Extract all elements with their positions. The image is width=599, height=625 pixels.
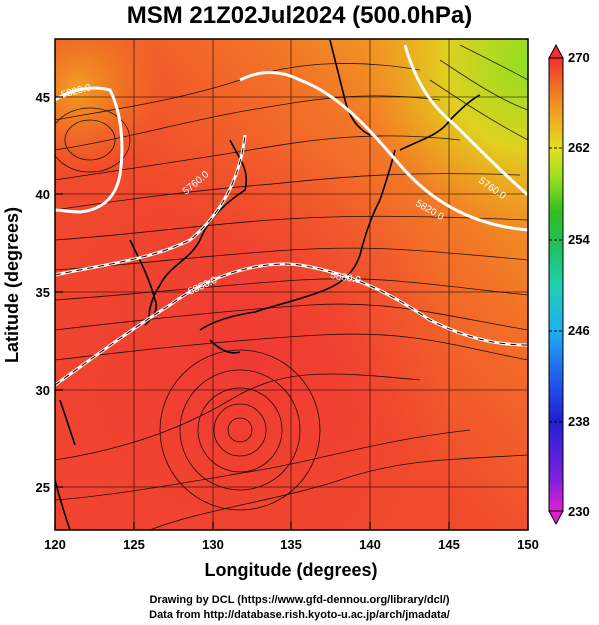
colorbar-tick-label: 270: [568, 50, 590, 65]
y-tick-label: 40: [36, 187, 50, 202]
x-tick-label: 145: [438, 537, 460, 552]
colorbar-tick-label: 230: [568, 504, 590, 519]
streamlines: [55, 44, 528, 530]
x-axis-title: Longitude (degrees): [204, 560, 377, 580]
height-contours-dashes: [55, 134, 528, 386]
temperature-field: 5820.0 5760.0 5820.0 5760.0 5880.0 5880.…: [55, 39, 528, 530]
y-tick-label: 45: [36, 90, 50, 105]
y-tick-label: 25: [36, 480, 50, 495]
x-tick-label: 150: [517, 537, 539, 552]
colorbar: [548, 43, 564, 526]
footer-credit-drawing: Drawing by DCL (https://www.gfd-dennou.o…: [149, 594, 450, 606]
x-tick-label: 125: [123, 537, 145, 552]
colorbar-tick-label: 246: [568, 323, 590, 338]
tick-marks: [54, 96, 529, 530]
x-tick-label: 135: [280, 537, 302, 552]
colorbar-tick-label: 262: [568, 140, 590, 155]
y-axis-title: Latitude (degrees): [2, 207, 22, 363]
x-tick-label: 130: [202, 537, 224, 552]
footer-credit-data: Data from http://database.rish.kyoto-u.a…: [149, 609, 450, 621]
colorbar-tick-label: 254: [568, 232, 590, 247]
y-tick-label: 35: [36, 285, 50, 300]
x-tick-label: 120: [44, 537, 66, 552]
x-tick-label: 140: [359, 537, 381, 552]
y-tick-label: 30: [36, 383, 50, 398]
map-title: MSM 21Z02Jul2024 (500.0hPa): [126, 2, 473, 29]
colorbar-tick-label: 238: [568, 414, 590, 429]
contour-label: 5880.0: [329, 270, 361, 286]
